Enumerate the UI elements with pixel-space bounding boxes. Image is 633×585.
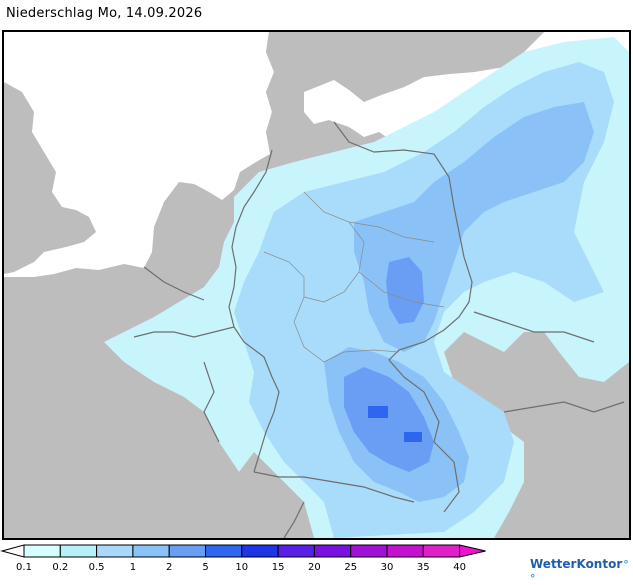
map-title: Niederschlag Mo, 14.09.2026	[6, 6, 203, 21]
wetterkontor-logo[interactable]: WetterKontor°°	[530, 557, 633, 585]
legend-arrow-low	[0, 544, 25, 558]
state-borders	[263, 191, 445, 363]
country-borders	[133, 121, 625, 538]
legend-tick-label: 15	[272, 562, 285, 573]
brand-mark: °°	[530, 558, 629, 585]
legend-tick-label: 0.2	[52, 562, 68, 573]
precip-south-strong	[344, 367, 434, 472]
legend-swatch	[59, 544, 98, 558]
precipitation-map[interactable]	[2, 30, 631, 540]
legend-tick-label: 35	[417, 562, 430, 573]
landmasses	[4, 32, 544, 274]
legend-tick-label: 2	[166, 562, 172, 573]
legend-swatch	[168, 544, 206, 558]
legend-tick-label: 10	[235, 562, 248, 573]
legend-swatch	[241, 544, 279, 558]
legend-swatch	[205, 544, 243, 558]
brand-name: WetterKontor	[530, 557, 623, 571]
legend-scale: 0.1 0.2 0.5 1 2 5 10 15 20 25 30 35 40	[0, 544, 486, 573]
legend-swatch	[96, 544, 134, 558]
legend-arrow-high	[459, 544, 486, 558]
legend-tick-label: 20	[308, 562, 321, 573]
legend-tick-label: 5	[202, 562, 208, 573]
precip-peak-1	[368, 406, 388, 418]
legend-swatch	[132, 544, 170, 558]
denmark	[266, 32, 324, 150]
legend-tick-label: 0.1	[16, 562, 32, 573]
precipitation-legend: 0.1 0.2 0.5 1 2 5 10 15 20 25 30 35 40	[0, 543, 633, 580]
legend-swatch	[23, 544, 61, 558]
legend-tick-label: 1	[130, 562, 136, 573]
great-britain	[4, 82, 96, 274]
sweden	[359, 32, 544, 94]
legend-swatch	[277, 544, 315, 558]
precip-east-strong	[386, 257, 424, 324]
legend-swatch	[422, 544, 461, 558]
legend-tick-label: 40	[453, 562, 466, 573]
legend-tick-label: 30	[381, 562, 394, 573]
legend-tick-label: 25	[344, 562, 357, 573]
legend-tick-label: 0.5	[89, 562, 105, 573]
precip-peak-2	[404, 432, 422, 442]
precipitation-field	[104, 37, 629, 538]
legend-swatch	[313, 544, 352, 558]
legend-swatch	[350, 544, 388, 558]
legend-swatch	[386, 544, 424, 558]
